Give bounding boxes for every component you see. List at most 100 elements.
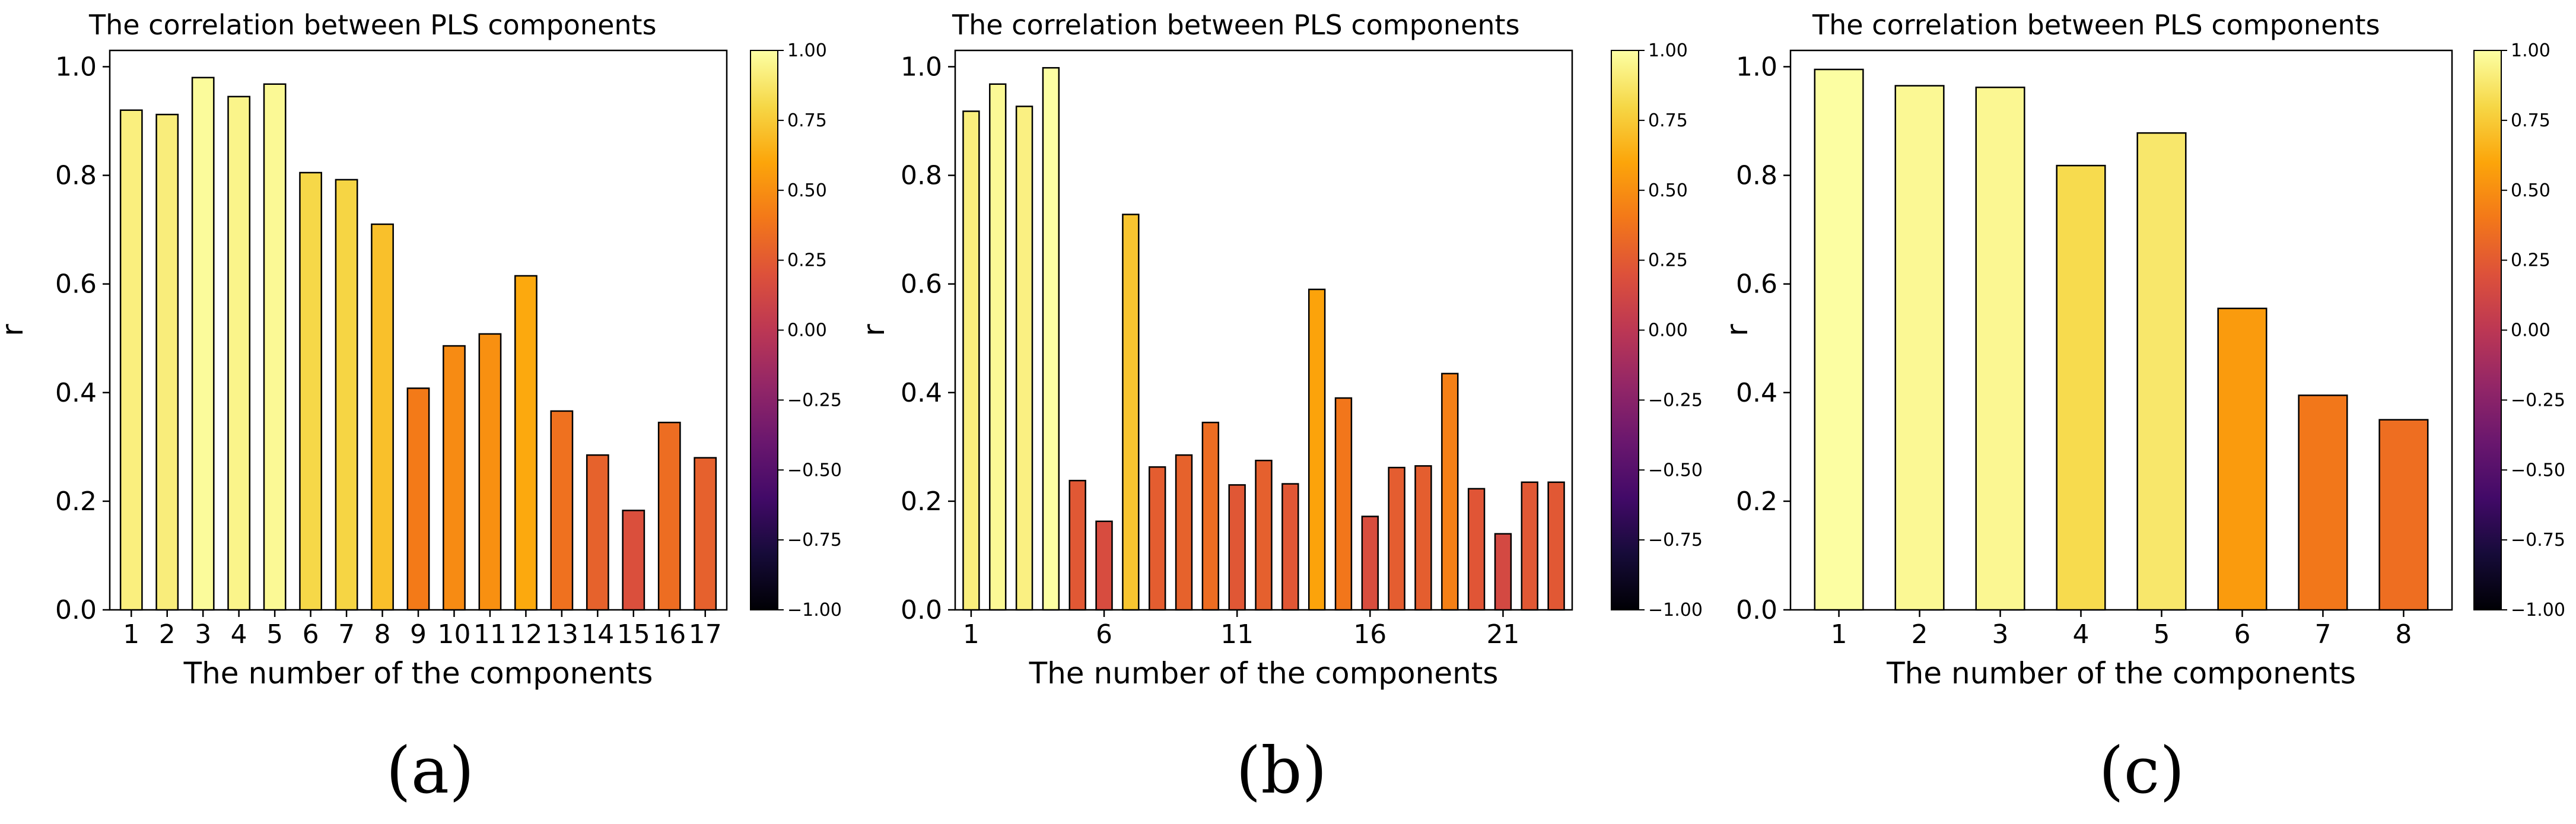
bar-14 [586,454,609,611]
x-tick-label: 8 [2395,619,2412,650]
y-axis-label: r [0,324,30,336]
colorbar-tick-label: 0.25 [1648,250,1688,271]
bar-6 [2217,307,2267,611]
x-tick-label: 17 [689,619,722,650]
y-tick-label: 0.0 [901,595,942,625]
y-tick-label: 0.0 [55,595,97,625]
y-tick-label: 0.6 [1736,269,1777,300]
y-axis-label: r [1720,324,1754,336]
bar-8 [371,223,394,611]
bar-2 [155,113,179,611]
chart-title: The correlation between PLS components [1812,9,2380,41]
panel-label: (c) [2099,734,2185,808]
colorbar-tick-label: −1.00 [1648,600,1703,621]
x-tick-label: 1 [963,619,979,650]
y-tick-label: 0.8 [901,161,942,191]
bar-2 [989,83,1007,611]
bar-11 [478,333,502,611]
bar-19 [1441,373,1459,611]
x-tick-label: 7 [2314,619,2331,650]
y-tick-label: 0.4 [1736,378,1777,408]
bar-17 [1388,466,1405,611]
colorbar-tick-label: 0.00 [2511,320,2550,341]
colorbar-tick-label: −0.50 [1648,460,1703,481]
bar-13 [550,410,574,611]
colorbar-gradient [2473,50,2502,610]
x-tick-label: 16 [653,619,686,650]
x-tick-label: 1 [1831,619,1847,650]
y-tick-label: 1.0 [901,52,942,82]
y-tick-label: 0.8 [1736,161,1777,191]
bar-10 [1201,421,1220,611]
bar-5 [263,83,287,611]
bar-3 [1975,87,2025,611]
x-tick-label: 13 [545,619,578,650]
bar-4 [227,96,251,611]
bar-1 [119,109,143,611]
panel-label: (b) [1236,734,1327,808]
colorbar-tick-label: 0.75 [1648,110,1688,131]
x-tick-label: 15 [617,619,650,650]
colorbar-gradient [750,50,778,610]
x-tick-label: 7 [338,619,355,650]
x-tick-label: 2 [159,619,176,650]
y-tick-label: 0.2 [901,486,942,517]
bar-16 [1361,516,1379,611]
colorbar-tick-label: −0.50 [2511,460,2565,481]
x-tick-label: 6 [2234,619,2250,650]
x-tick-label: 12 [509,619,542,650]
bar-5 [2136,132,2187,611]
bar-1 [1814,68,1864,611]
bar-12 [514,275,538,611]
y-axis-label: r [857,324,891,336]
colorbar: 1.00 0.75 0.50 0.25 0.00 −0.25 −0.50 −0.75 −1.00 [2473,40,2565,621]
bar-15 [1334,397,1353,611]
bar-3 [1015,106,1033,611]
y-tick-label: 0.2 [1736,486,1777,517]
y-tick-label: 0.2 [55,486,97,517]
x-tick-label: 11 [1220,619,1254,650]
colorbar-tick-label: 1.00 [787,40,827,61]
x-axis-label: The number of the components [1886,656,2356,691]
bar-13 [1281,483,1299,611]
bar-6 [299,171,322,611]
y-tick-label: 0.4 [55,378,97,408]
x-tick-label: 3 [1992,619,2009,650]
colorbar-tick-label: −0.25 [2511,390,2565,411]
bar-7 [335,179,358,611]
colorbar-tick-label: 0.50 [2511,180,2550,201]
bar-1 [962,110,980,611]
bar-9 [1175,454,1193,611]
bar-7 [2298,394,2348,611]
bar-4 [1042,67,1060,611]
colorbar-tick-label: 1.00 [1648,40,1688,61]
bar-8 [2378,419,2429,611]
colorbar-tick-label: −0.75 [1648,530,1703,551]
x-tick-label: 21 [1486,619,1519,650]
bar-15 [622,510,645,611]
x-axis-label: The number of the components [183,656,653,691]
x-tick-label: 5 [2153,619,2170,650]
x-tick-label: 5 [266,619,283,650]
bar-3 [191,77,215,611]
x-tick-label: 9 [410,619,427,650]
bar-4 [2056,164,2106,611]
colorbar-tick-label: 1.00 [2511,40,2550,61]
bar-2 [1894,85,1945,611]
bar-20 [1467,488,1486,611]
colorbar-tick-label: −0.25 [787,390,842,411]
bar-18 [1414,465,1432,611]
x-tick-label: 6 [303,619,319,650]
bar-22 [1521,481,1538,611]
chart-panel-2: The correlation between PLS components 0.… [857,9,1703,808]
y-tick-label: 0.8 [55,161,97,191]
colorbar-tick-label: −0.75 [2511,530,2565,551]
colorbar-tick-label: 0.50 [1648,180,1688,201]
colorbar-tick-label: 0.25 [787,250,827,271]
colorbar-tick-label: −1.00 [2511,600,2565,621]
bar-9 [406,387,430,611]
colorbar-tick-label: 0.50 [787,180,827,201]
plot-frame [1789,49,2453,611]
colorbar-tick-label: 0.25 [2511,250,2550,271]
